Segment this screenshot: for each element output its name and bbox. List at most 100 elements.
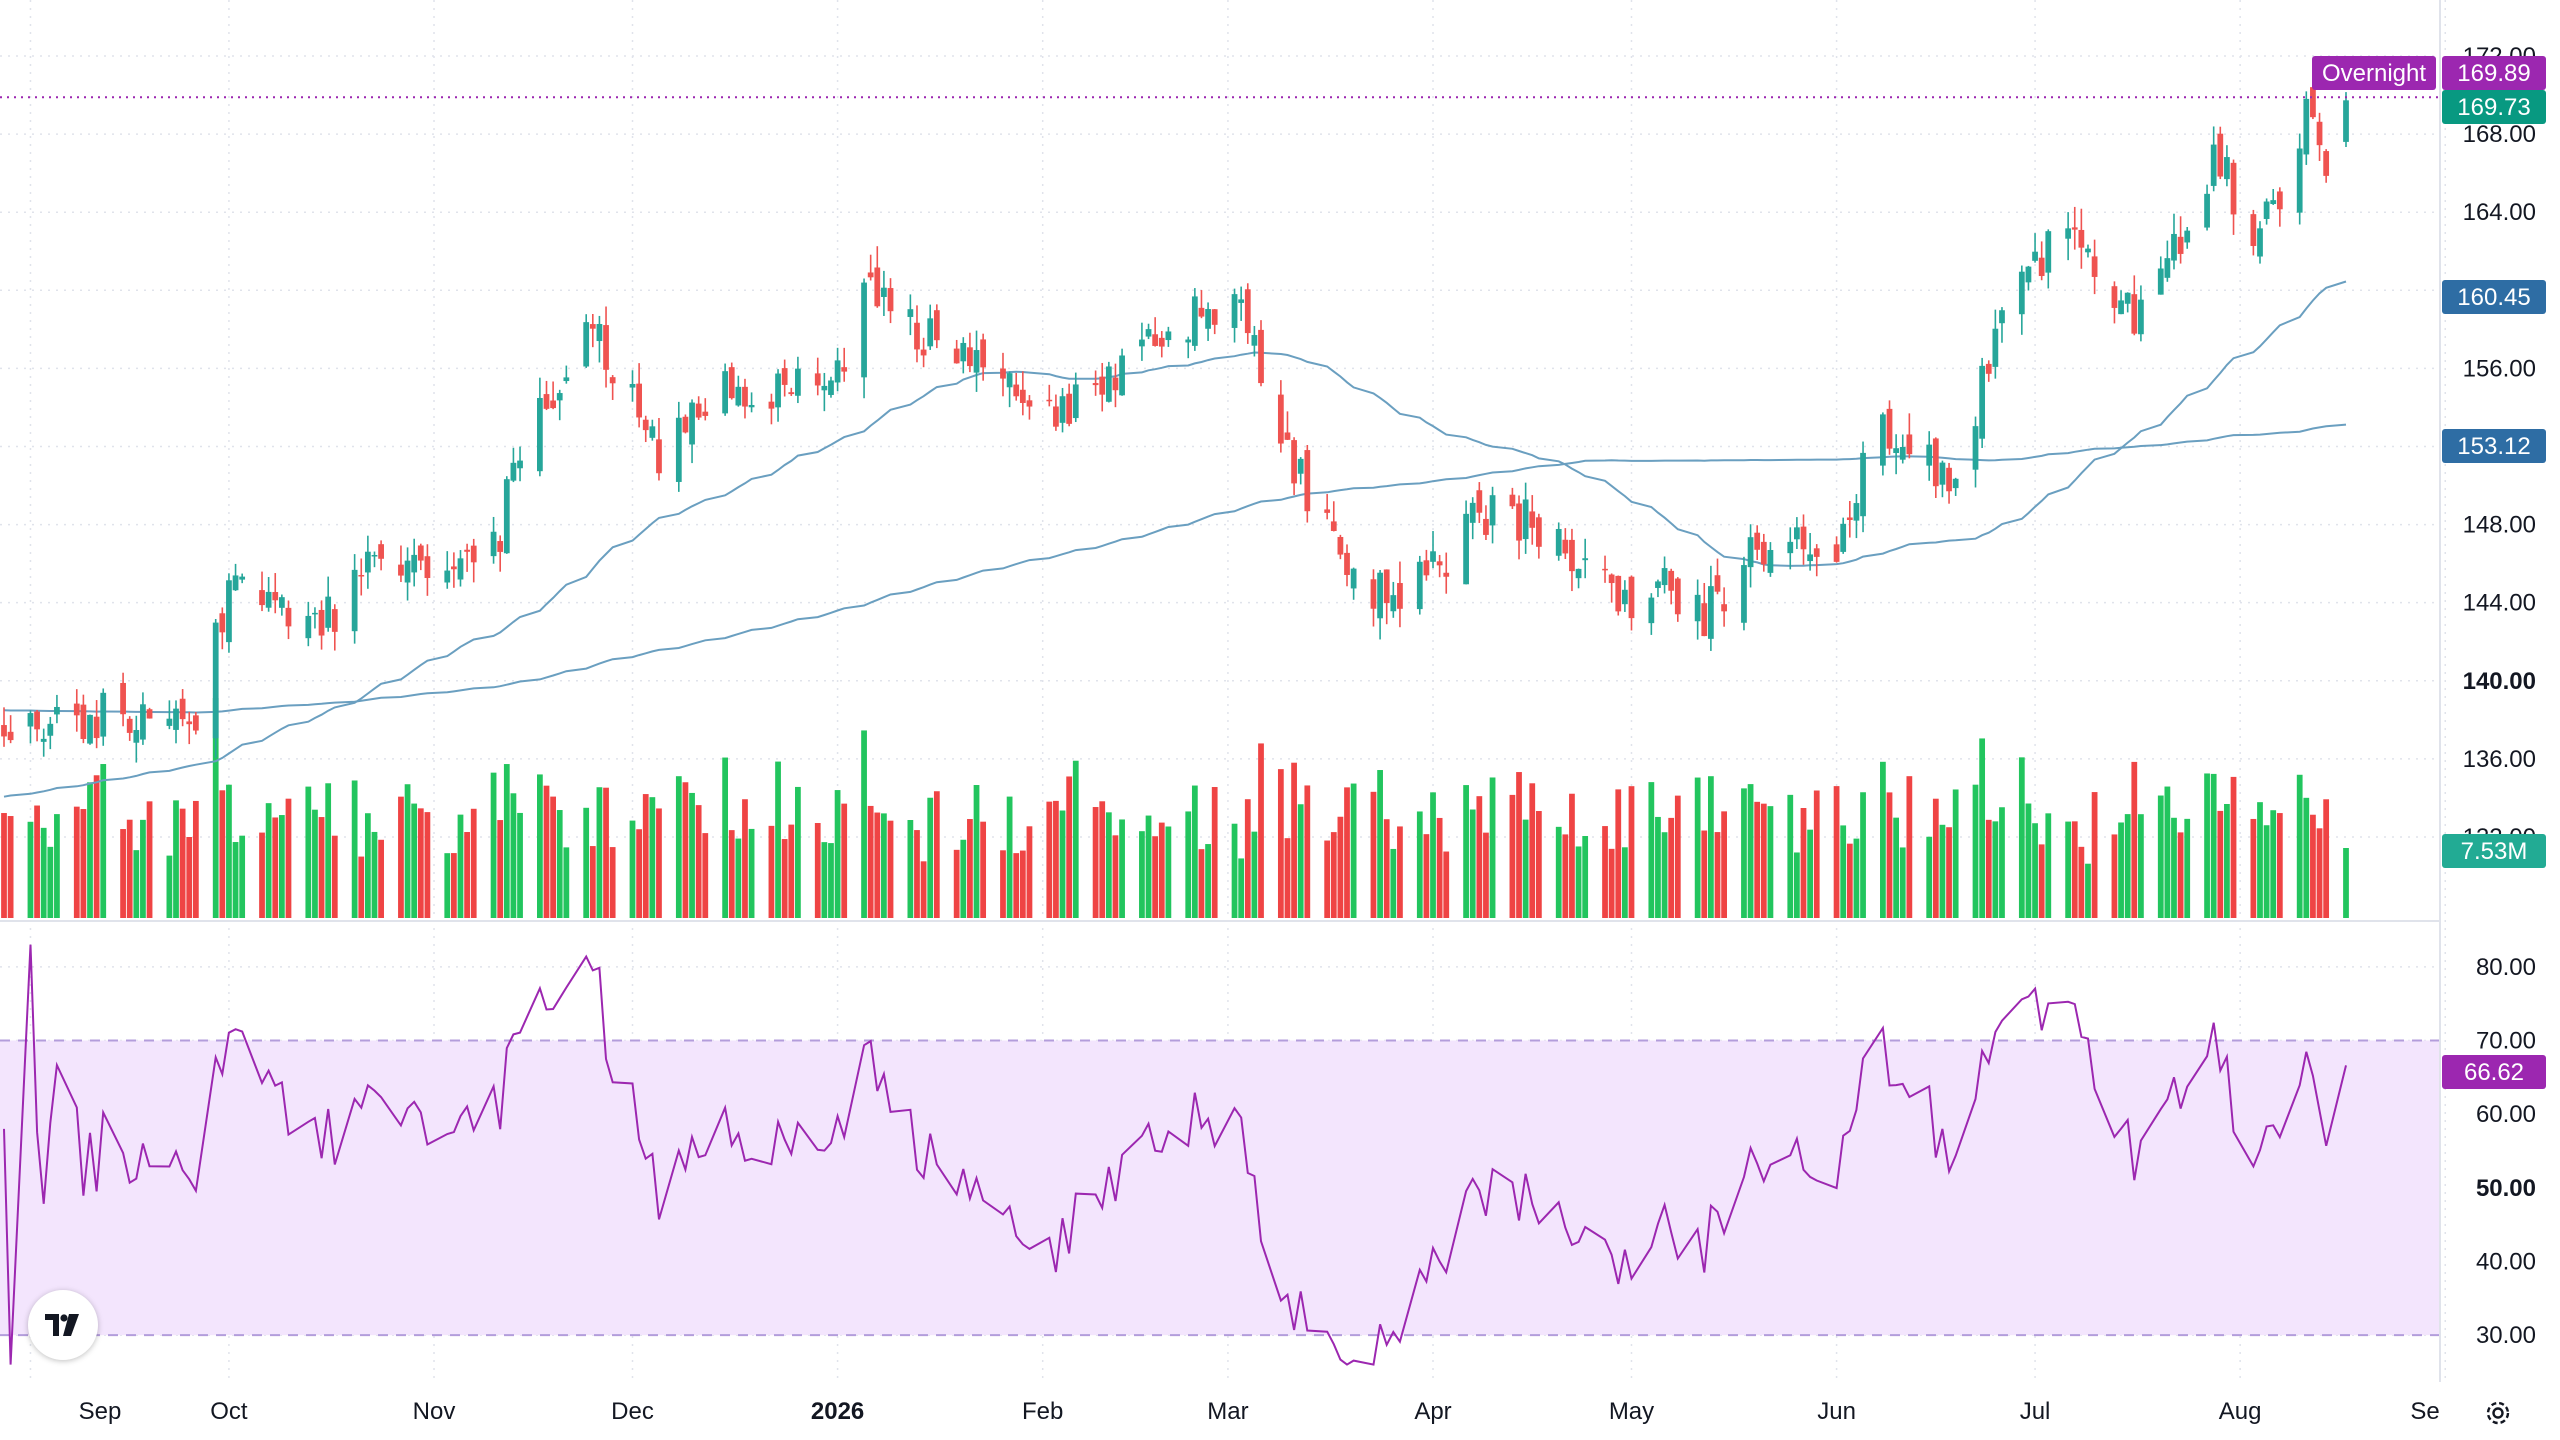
volume-bar: [1211, 787, 1218, 918]
candle-body: [186, 721, 193, 725]
ma-slow-tag: 153.12: [2442, 429, 2546, 463]
volume-bar: [914, 830, 920, 918]
candle-body: [179, 698, 186, 720]
candle-body: [2204, 193, 2210, 228]
candle-body: [272, 592, 279, 601]
volume-bar: [861, 730, 867, 918]
volume-bar: [636, 829, 642, 918]
candle-body: [398, 564, 404, 576]
candle-body: [219, 613, 226, 633]
candle-body: [589, 324, 596, 329]
candle-body: [1469, 502, 1476, 523]
candle-body: [1992, 328, 1999, 367]
settings-icon[interactable]: [2478, 1393, 2518, 1433]
volume-bar: [497, 820, 504, 918]
candle-body: [1939, 462, 1946, 485]
rsi-band: [0, 1040, 2440, 1336]
candle-body: [1377, 572, 1383, 619]
volume-bar: [1443, 851, 1450, 918]
candle-body: [861, 282, 867, 378]
candle-body: [603, 325, 609, 370]
volume-bar: [2085, 863, 2091, 918]
volume-bar: [1463, 785, 1469, 918]
volume-bar: [351, 780, 358, 918]
candle-body: [1291, 440, 1297, 484]
candle-body: [1509, 494, 1516, 507]
volume-bar: [2217, 810, 2224, 918]
candle-body: [583, 322, 590, 367]
candle-body: [464, 549, 470, 552]
volume-bar: [1932, 798, 1939, 918]
candle-body: [695, 403, 702, 418]
volume-bar: [1145, 815, 1152, 918]
tradingview-logo-icon: [45, 1314, 79, 1336]
volume-bar: [722, 757, 729, 918]
candles: [1, 84, 2349, 763]
volume-bar: [1602, 826, 1608, 918]
volume-bar: [490, 772, 497, 918]
volume-bar: [1185, 811, 1192, 918]
volume-bar: [312, 809, 318, 918]
candle-body: [2257, 228, 2263, 257]
candle-body: [1893, 448, 1900, 454]
price-tick-label: 156.00: [2463, 355, 2536, 382]
volume-bar: [1344, 787, 1350, 918]
last-price-value: 169.73: [2457, 94, 2530, 121]
candle-body: [259, 590, 265, 606]
volume-bar: [371, 831, 378, 918]
volume-bar: [1119, 819, 1125, 918]
volume-bar: [444, 853, 451, 918]
candle-body: [914, 322, 920, 350]
volume-bar: [1992, 821, 1999, 918]
volume-bar: [1483, 832, 1489, 918]
candle-body: [1191, 296, 1198, 346]
candle-body: [1985, 363, 1992, 374]
candle-body: [1066, 393, 1073, 424]
candle-body: [2038, 257, 2045, 277]
candle-body: [1430, 551, 1436, 562]
rsi-axis[interactable]: 80.00 70.00 60.00 50.00 40.00 30.00: [2476, 954, 2536, 1349]
volume-bar: [358, 856, 365, 918]
volume-bar: [192, 800, 199, 918]
candle-body: [1794, 527, 1800, 540]
volume-bar: [834, 790, 841, 918]
volume-bar: [331, 835, 338, 918]
candle-body: [1198, 307, 1205, 317]
candle-body: [34, 711, 40, 730]
candle-body: [1648, 597, 1655, 624]
volume-bar: [166, 855, 173, 918]
candle-body: [2131, 294, 2138, 334]
candle-body: [556, 393, 563, 401]
candle-body: [1906, 434, 1913, 455]
candle-body: [2124, 292, 2131, 304]
candle-body: [1582, 558, 1589, 561]
volume-bar: [2250, 818, 2257, 918]
candle-body: [1436, 561, 1443, 566]
volume-bar: [1926, 836, 1933, 918]
candle-body: [1708, 586, 1714, 639]
volume-bar: [146, 801, 153, 918]
candle-body: [1046, 399, 1053, 402]
candle-body: [140, 704, 146, 740]
candle-body: [973, 350, 980, 373]
volume-bar: [219, 790, 226, 918]
candle-body: [265, 591, 272, 608]
rsi-tick-label: 30.00: [2476, 1322, 2536, 1349]
candle-body: [1602, 568, 1608, 571]
tradingview-logo[interactable]: [28, 1290, 98, 1360]
candle-body: [1608, 574, 1615, 584]
price-tick-label: 136.00: [2463, 746, 2536, 773]
volume-bar: [7, 816, 14, 918]
candle-body: [2310, 87, 2316, 118]
candle-body: [1926, 444, 1933, 466]
candle-body: [1370, 579, 1377, 609]
volume-bar: [2164, 786, 2171, 918]
volume-bar: [967, 819, 973, 918]
time-axis[interactable]: Sep Oct Nov Dec 2026 Feb Mar Apr May Jun Jul Aug Se: [79, 1398, 2440, 1425]
candle-body: [596, 323, 603, 342]
candle-body: [1721, 604, 1727, 612]
candle-body: [192, 715, 199, 731]
volume-bar: [2025, 803, 2032, 918]
candle-body: [1952, 478, 1959, 489]
